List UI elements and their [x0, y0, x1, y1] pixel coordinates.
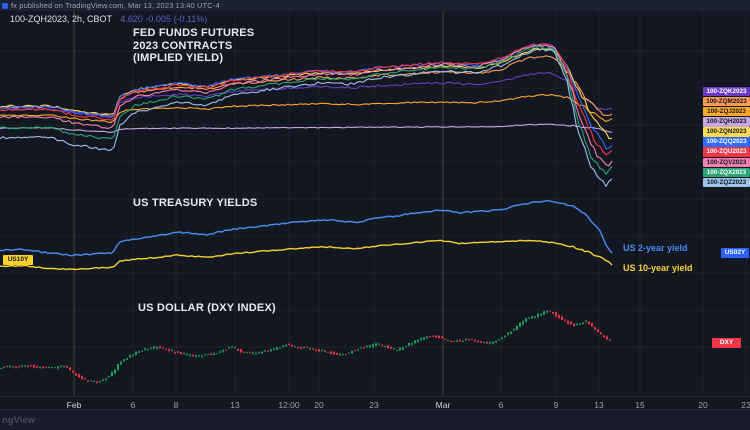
symbol-quote-values: 4.620 -0.005 (-0.11%) [120, 14, 208, 24]
time-axis-label: 8 [173, 400, 179, 410]
publish-info-text: fx published on TradingView.com, Mar 13,… [11, 1, 220, 10]
time-axis-label: 23 [369, 400, 379, 410]
futures-series-100-ZQJ2023 [0, 93, 613, 124]
futures-price-tag: 100-ZQK2023 [703, 86, 750, 97]
us-10year-yield-label: US 10-year yield [623, 263, 693, 273]
time-axis-label: 23 [741, 400, 750, 410]
us02y-price-tag: US02Y [721, 248, 749, 258]
dxy-price-tag: DXY [712, 338, 741, 348]
futures-price-tag: 100-ZQQ2023 [703, 137, 750, 147]
bottom-bar: ngView [0, 409, 750, 430]
time-axis-label: 6 [498, 400, 504, 410]
futures-series-100-ZQH2023 [0, 123, 613, 133]
panel2-title: US TREASURY YIELDS [133, 197, 258, 209]
futures-price-tag: 100-ZQX2023 [703, 167, 750, 178]
futures-price-tag: 100-ZQU2023 [703, 147, 750, 157]
time-axis-label: 15 [635, 400, 645, 410]
time-axis-label: 9 [553, 400, 559, 410]
us-2year-yield-label: US 2-year yield [623, 243, 688, 253]
publisher-avatar-icon [2, 2, 8, 9]
panel3-title: US DOLLAR (DXY INDEX) [138, 302, 276, 314]
futures-price-tag: 100-ZQN2023 [703, 127, 750, 137]
panel1-title-line1: FED FUNDS FUTURES [133, 27, 255, 39]
publish-bar: fx published on TradingView.com, Mar 13,… [0, 0, 750, 11]
futures-series-100-ZQX2023 [0, 45, 613, 175]
panel1-title-line3: (IMPLIED YIELD) [133, 52, 224, 64]
futures-series-100-ZQM2023 [0, 55, 613, 118]
panel1-title: FED FUNDS FUTURES 2023 CONTRACTS (IMPLIE… [133, 27, 254, 65]
futures-series-100-ZQQ2023 [0, 43, 613, 150]
futures-series-100-ZQN2023 [0, 47, 613, 140]
yield-series [0, 239, 613, 271]
tradingview-watermark: ngView [2, 415, 36, 426]
futures-price-tag: 100-ZQH2023 [703, 116, 750, 127]
futures-series-100-ZQZ2023 [0, 48, 613, 187]
time-axis-label: 13 [594, 400, 604, 410]
symbol-status-line[interactable]: 100-ZQH2023, 2h, CBOT 4.620 -0.005 (-0.1… [10, 14, 207, 24]
futures-price-tag: 100-ZQJ2023 [703, 106, 750, 117]
time-axis[interactable]: Feb 6 8 13 12:00 20 23 Mar 6 9 13 15 20 23 [0, 396, 750, 410]
time-axis-label: 20 [698, 400, 708, 410]
futures-series-100-ZQV2023 [0, 44, 613, 167]
us10y-price-tag: US10Y [3, 255, 33, 265]
time-axis-label: 13 [230, 400, 240, 410]
time-axis-label: Mar [435, 400, 451, 410]
futures-price-tag: 100-ZQZ2023 [703, 177, 750, 188]
futures-price-tag: 100-ZQM2023 [703, 96, 750, 107]
time-axis-label: 6 [130, 400, 136, 410]
futures-series-100-ZQU2023 [0, 43, 613, 156]
yield-series [0, 200, 613, 257]
futures-price-tag: 100-ZQV2023 [703, 157, 750, 168]
time-axis-label: Feb [66, 400, 82, 410]
time-axis-label: 20 [314, 400, 324, 410]
price-chart-canvas[interactable] [0, 0, 750, 396]
symbol-name: 100-ZQH2023, 2h, CBOT [10, 14, 112, 24]
futures-series-100-ZQK2023 [0, 72, 613, 118]
time-axis-label: 12:00 [278, 400, 300, 410]
panel1-title-line2: 2023 CONTRACTS [133, 39, 233, 52]
